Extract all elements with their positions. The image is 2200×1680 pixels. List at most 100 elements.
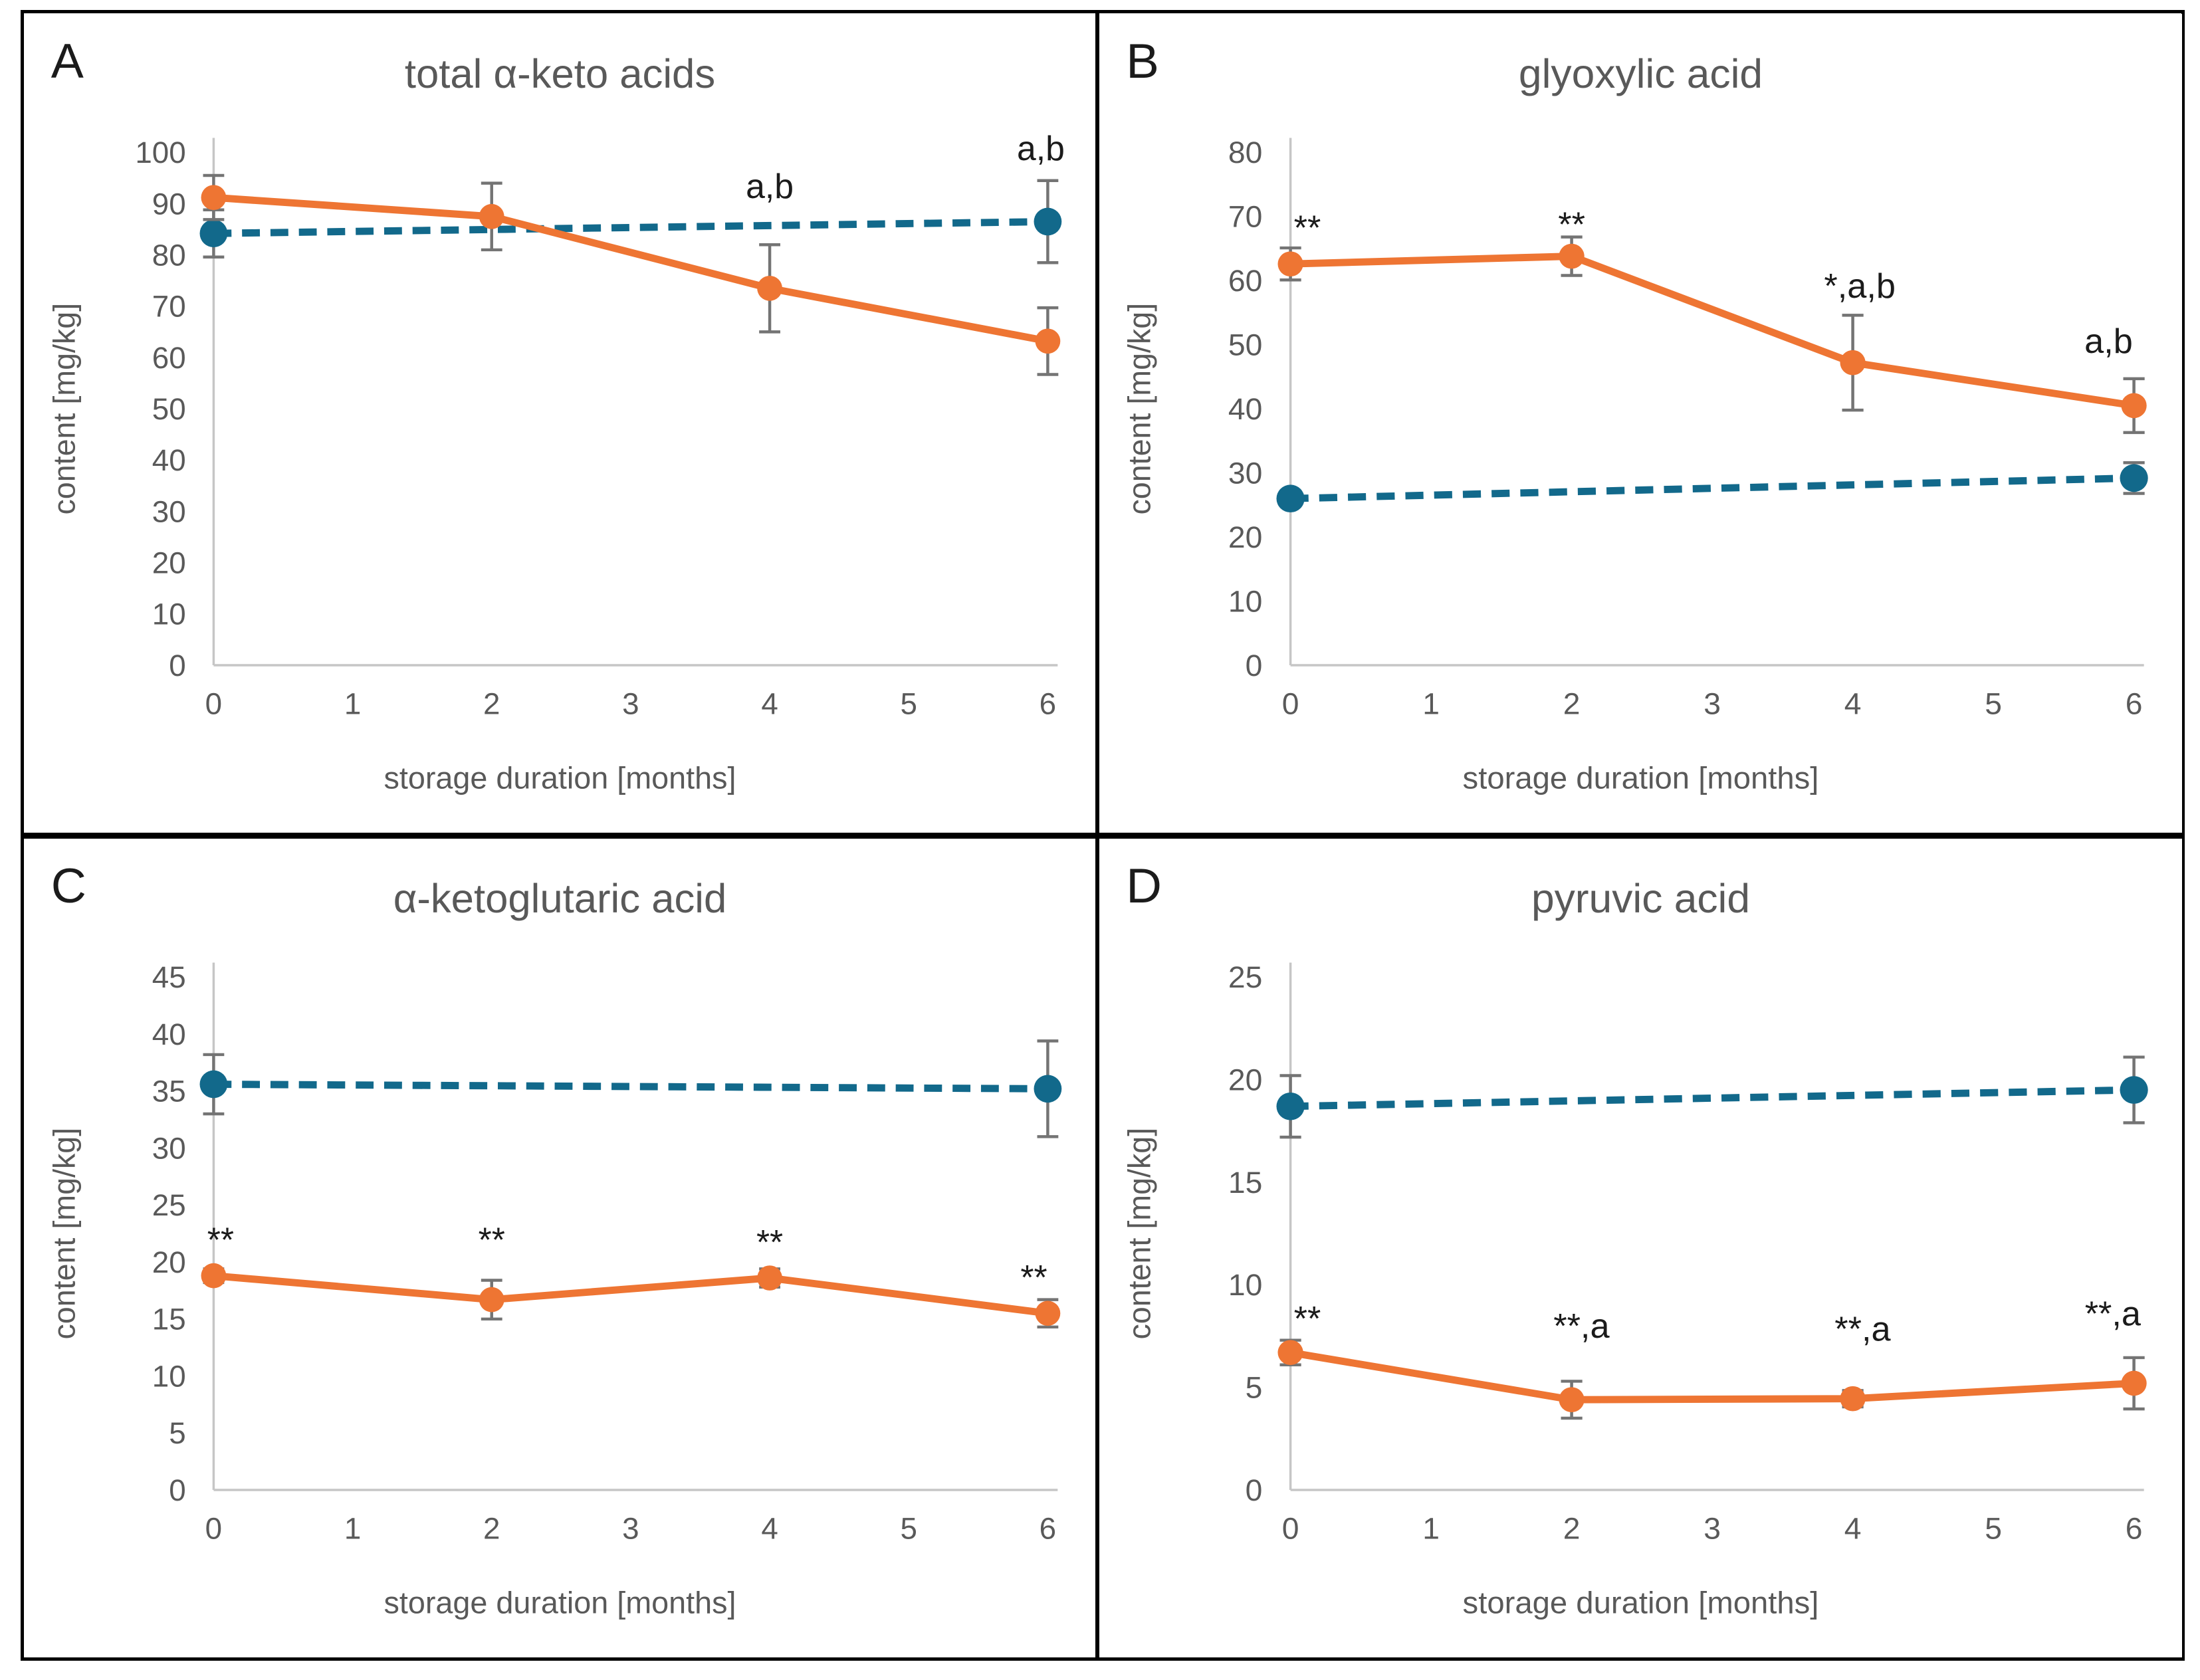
annotation-label: a,b (746, 167, 794, 205)
x-axis-title: storage duration [months] (384, 761, 736, 795)
y-axis-title: content [mg/kg] (1122, 1128, 1156, 1340)
y-tick-label: 20 (152, 1245, 186, 1279)
y-tick-label: 5 (1246, 1370, 1263, 1405)
annotation-label: a,b (2084, 322, 2133, 361)
annotation-label: ** (207, 1221, 234, 1259)
y-tick-label: 25 (1228, 960, 1262, 994)
y-tick-label: 5 (169, 1416, 185, 1450)
y-tick-label: 70 (152, 290, 186, 324)
chart-glyoxylic-acid: 0 10 20 30 40 50 60 70 80 0 1 2 3 4 5 6 B glyoxylic acid c… (1122, 34, 2148, 795)
data-point-marker (1035, 1301, 1061, 1326)
x-tick-label: 0 (1282, 1511, 1299, 1546)
x-tick-label: 5 (901, 1512, 917, 1546)
data-point-marker (1559, 243, 1585, 269)
y-tick-label: 0 (169, 649, 185, 682)
data-point-marker (2121, 1370, 2147, 1396)
panel-letter: D (1126, 859, 1162, 913)
data-point-marker (1034, 1075, 1062, 1103)
y-tick-label: 45 (152, 960, 186, 994)
series-line-orange (1290, 253, 2135, 409)
series-line-blue (1290, 1086, 2134, 1110)
x-tick-label: 2 (483, 687, 500, 721)
x-axis-title: storage duration [months] (1463, 761, 1819, 795)
y-tick-label: 50 (152, 392, 186, 426)
data-point-marker (1276, 1092, 1305, 1120)
annotation-label: ** (1294, 1300, 1321, 1338)
annotation-label: ** (1020, 1258, 1047, 1297)
data-point-marker (2120, 464, 2148, 492)
data-point-marker (201, 1263, 227, 1289)
data-point-marker (1277, 1340, 1303, 1366)
x-tick-label: 4 (761, 687, 778, 721)
y-tick-label: 20 (152, 546, 186, 580)
y-tick-label: 40 (152, 443, 186, 477)
data-point-marker (479, 203, 504, 229)
y-tick-label: 30 (152, 494, 186, 528)
y-tick-label: 80 (1228, 135, 1262, 169)
data-point-marker (199, 1070, 228, 1099)
x-axis-title: storage duration [months] (384, 1586, 736, 1620)
y-tick-label: 15 (1228, 1165, 1262, 1200)
x-tick-label: 6 (1040, 687, 1056, 721)
annotation-label: ** (479, 1221, 505, 1259)
chart-title: pyruvic acid (1531, 876, 1750, 922)
data-point-marker (1840, 350, 1866, 375)
annotation-label: **,a (1553, 1307, 1609, 1346)
y-tick-label: 10 (1228, 1268, 1262, 1303)
panel-letter: C (51, 858, 86, 913)
y-tick-label: 30 (1228, 456, 1262, 490)
x-tick-label: 0 (1282, 686, 1299, 721)
data-point-marker (757, 1265, 782, 1291)
annotation-label: **,a (1834, 1311, 1890, 1349)
annotation-label: *,a,b (1824, 267, 1896, 306)
x-tick-label: 2 (483, 1512, 500, 1546)
series-line-blue (213, 218, 1048, 237)
chart-pyruvic-acid: 0 5 10 15 20 25 0 1 2 3 4 5 6 D pyruvic acid content [m… (1122, 859, 2148, 1620)
annotation-label: ** (1294, 209, 1321, 248)
chart-title: glyoxylic acid (1519, 51, 1763, 97)
chart-title: α-ketoglutaric acid (393, 876, 727, 922)
y-tick-label: 10 (1228, 584, 1262, 619)
y-tick-label: 50 (1228, 328, 1262, 362)
data-point-marker (2120, 1076, 2148, 1104)
data-point-marker (1035, 328, 1061, 354)
x-tick-label: 1 (344, 687, 361, 721)
data-point-marker (479, 1287, 504, 1312)
x-tick-label: 4 (1844, 1511, 1862, 1546)
x-tick-label: 2 (1563, 686, 1581, 721)
chart-total-alpha-keto-acids: 0 10 20 30 40 50 60 70 80 90 100 0 1 2 3 4 5 6 A total α-ke… (47, 33, 1065, 795)
y-tick-label: 40 (152, 1017, 186, 1051)
data-point-marker (1840, 1386, 1866, 1412)
series-line-blue (1290, 474, 2134, 502)
data-point-marker (1277, 251, 1303, 277)
y-tick-label: 90 (152, 187, 186, 221)
panel-letter: B (1126, 34, 1159, 88)
annotation-label: a,b (1017, 129, 1065, 167)
series-line-orange (1289, 1348, 2134, 1404)
x-axis-title: storage duration [months] (1463, 1586, 1819, 1620)
y-axis-title: content [mg/kg] (1122, 303, 1156, 515)
x-tick-label: 5 (901, 687, 917, 721)
y-tick-label: 35 (152, 1075, 186, 1108)
x-tick-label: 2 (1563, 1511, 1581, 1546)
y-tick-label: 15 (152, 1303, 186, 1336)
x-tick-label: 0 (205, 687, 222, 721)
x-tick-label: 4 (761, 1512, 778, 1546)
x-tick-label: 3 (622, 687, 639, 721)
series-line-blue (213, 1081, 1048, 1093)
x-tick-label: 6 (2126, 686, 2143, 721)
data-point-marker (199, 219, 228, 248)
y-tick-label: 10 (152, 597, 186, 631)
panel-divider-horizontal (21, 833, 2185, 839)
x-tick-label: 1 (1422, 1511, 1440, 1546)
chart-title: total α-keto acids (405, 51, 715, 97)
data-point-marker (757, 275, 782, 301)
x-tick-label: 1 (344, 1512, 361, 1546)
y-tick-label: 0 (1246, 1473, 1263, 1507)
data-point-marker (2121, 393, 2147, 419)
x-tick-label: 1 (1422, 686, 1440, 721)
x-tick-label: 3 (1704, 1511, 1721, 1546)
series-line-orange (213, 193, 1049, 345)
y-tick-label: 30 (152, 1131, 186, 1165)
y-tick-label: 60 (1228, 263, 1262, 298)
